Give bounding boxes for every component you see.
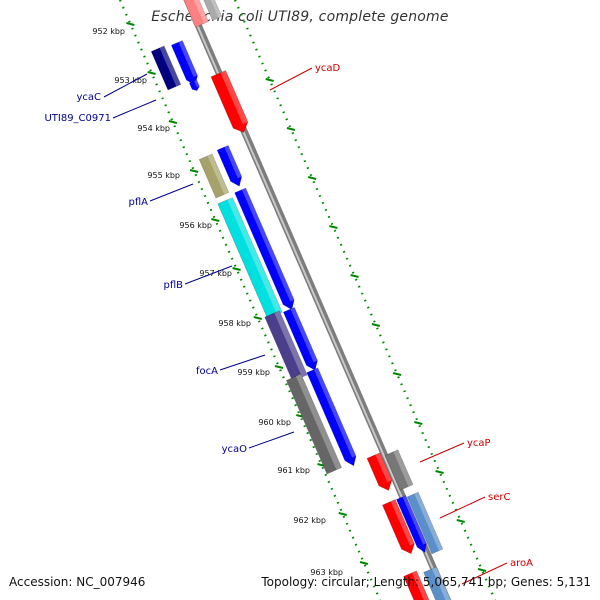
kbp-scale-label: 962 kbp bbox=[293, 516, 326, 525]
major-tick bbox=[286, 127, 296, 131]
major-tick bbox=[329, 225, 338, 229]
major-tick bbox=[126, 22, 135, 26]
kbp-scale-label: 963 kbp bbox=[310, 568, 343, 577]
gene-label-ycaC[interactable]: ycaC bbox=[76, 92, 101, 103]
gene-label-pflA[interactable]: pflA bbox=[129, 197, 149, 208]
gene-arrow-pflB[interactable] bbox=[234, 187, 298, 312]
gene-arrow-serC-b[interactable] bbox=[396, 495, 429, 554]
major-tick bbox=[307, 176, 317, 180]
gene-leader-line bbox=[219, 354, 266, 371]
major-tick bbox=[211, 218, 220, 222]
genome-summary-text: Topology: circular; Length: 5,065,741 bp… bbox=[261, 575, 591, 589]
major-tick bbox=[274, 365, 284, 369]
gene-leader-line bbox=[269, 67, 313, 91]
kbp-scale-label: 952 kbp bbox=[92, 27, 125, 36]
major-tick bbox=[189, 169, 199, 173]
kbp-scale-label: 955 kbp bbox=[147, 171, 180, 180]
major-tick bbox=[392, 372, 402, 376]
gene-arrow-UTI89_C0971[interactable] bbox=[188, 79, 200, 92]
gene-block-top[interactable] bbox=[179, 0, 209, 28]
gene-arrow-ycaO[interactable] bbox=[306, 367, 359, 468]
gene-label-serC[interactable]: serC bbox=[488, 492, 510, 503]
gene-block-top-grey[interactable] bbox=[197, 0, 223, 21]
gene-label-pflB[interactable]: pflB bbox=[163, 280, 183, 291]
gene-block-pflA[interactable] bbox=[198, 153, 230, 199]
kbp-scale-label: 953 kbp bbox=[114, 76, 147, 85]
gene-block-serC[interactable] bbox=[406, 491, 444, 555]
gene-block-ycaP[interactable] bbox=[384, 449, 414, 491]
genome-title: Escherichia coli UTI89, complete genome bbox=[151, 9, 449, 25]
gene-leader-line bbox=[461, 562, 508, 585]
major-tick bbox=[232, 267, 241, 271]
kbp-scale-label: 958 kbp bbox=[218, 319, 251, 328]
gene-arrow-ycaD[interactable] bbox=[210, 70, 251, 135]
major-tick bbox=[147, 71, 156, 75]
gene-arrow-focA[interactable] bbox=[282, 306, 320, 372]
gene-label-ycaO[interactable]: ycaO bbox=[222, 444, 248, 455]
tick-track bbox=[233, 0, 497, 600]
gene-label-ycaD[interactable]: ycaD bbox=[315, 63, 341, 74]
major-tick bbox=[359, 561, 369, 565]
tick-track bbox=[118, 0, 382, 600]
major-tick bbox=[253, 316, 263, 320]
gene-leader-line bbox=[248, 431, 295, 449]
kbp-scale-label: 959 kbp bbox=[237, 368, 270, 377]
gene-leader-line bbox=[103, 73, 148, 98]
gene-label-ycaP[interactable]: ycaP bbox=[467, 438, 491, 449]
major-tick bbox=[265, 78, 274, 82]
major-tick bbox=[371, 323, 381, 327]
major-tick bbox=[338, 512, 347, 516]
major-tick bbox=[477, 568, 487, 572]
gene-block-ycaC[interactable] bbox=[150, 45, 182, 91]
major-tick bbox=[168, 120, 178, 124]
kbp-scale-label: 956 kbp bbox=[179, 221, 212, 230]
gene-label-focA[interactable]: focA bbox=[196, 366, 218, 377]
major-tick bbox=[414, 421, 423, 425]
accession-text: Accession: NC_007946 bbox=[9, 575, 146, 589]
gene-leader-line bbox=[184, 265, 233, 285]
kbp-scale-label: 960 kbp bbox=[258, 418, 291, 427]
gene-block-aroA-b[interactable] bbox=[423, 566, 453, 600]
major-tick bbox=[435, 470, 444, 474]
gene-leader-line bbox=[419, 442, 465, 463]
gene-leader-line bbox=[112, 99, 157, 119]
major-tick bbox=[350, 274, 359, 278]
gene-label-UTI89_C0971[interactable]: UTI89_C0971 bbox=[44, 113, 111, 124]
gene-arrow-ycaP[interactable] bbox=[366, 452, 395, 493]
gene-arrow-serC[interactable] bbox=[382, 499, 417, 557]
gene-leader-line bbox=[149, 183, 194, 202]
major-tick bbox=[456, 519, 466, 523]
kbp-scale-label: 961 kbp bbox=[277, 466, 310, 475]
kbp-scale-label: 954 kbp bbox=[137, 124, 170, 133]
gene-block-ycaO[interactable] bbox=[285, 373, 343, 475]
kbp-scale-label: 957 kbp bbox=[199, 269, 232, 278]
gene-label-aroA[interactable]: aroA bbox=[510, 558, 533, 569]
gene-arrow-pflA[interactable] bbox=[216, 144, 245, 188]
gene-leader-line bbox=[439, 496, 486, 519]
